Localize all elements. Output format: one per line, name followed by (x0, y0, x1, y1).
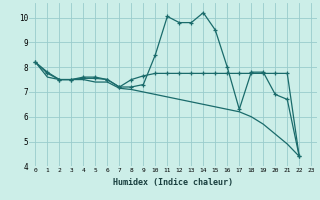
X-axis label: Humidex (Indice chaleur): Humidex (Indice chaleur) (113, 178, 233, 187)
